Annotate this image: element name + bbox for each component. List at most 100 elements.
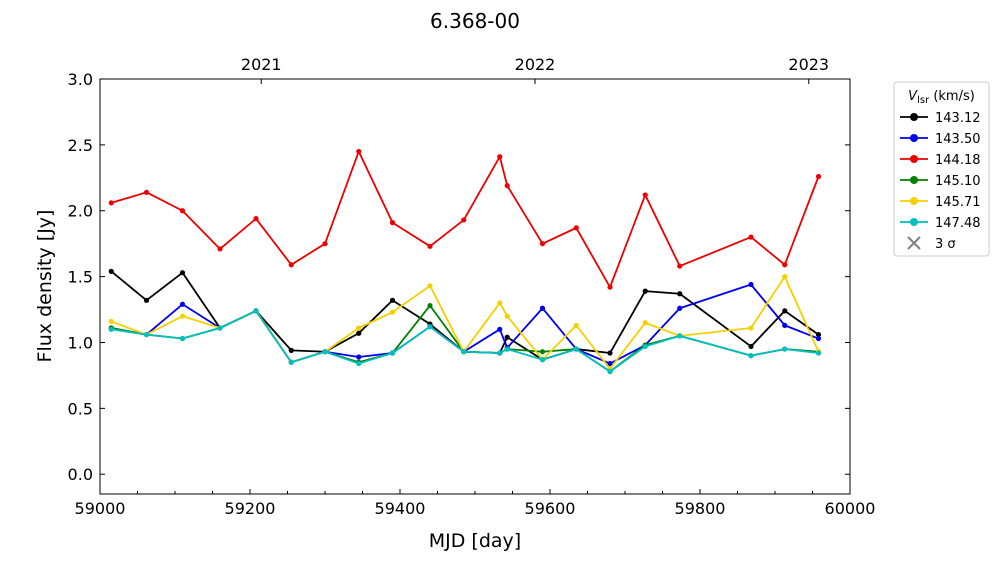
data-point-144.18: [427, 243, 433, 249]
data-point-144.18: [748, 234, 754, 240]
top-tick-label: 2023: [788, 55, 829, 74]
legend-swatch-marker: [910, 197, 918, 205]
data-point-145.71: [356, 325, 362, 331]
y-tick-label: 2.0: [68, 202, 93, 221]
data-point-143.12: [607, 350, 613, 356]
legend-swatch-marker: [910, 176, 918, 184]
data-point-143.12: [677, 291, 683, 297]
chart-title: 6.368-00: [430, 9, 520, 33]
data-point-147.48: [427, 324, 433, 330]
data-point-143.12: [748, 343, 754, 350]
data-point-144.18: [322, 241, 328, 247]
data-point-144.18: [815, 173, 822, 180]
series-line-145.10: [111, 304, 819, 373]
series-line-143.12: [110, 270, 820, 361]
top-tick-label: 2021: [241, 55, 282, 74]
data-point-145.10: [427, 303, 433, 309]
data-point-147.48: [748, 353, 754, 359]
data-point-144.18: [573, 225, 579, 231]
data-point-143.50: [607, 360, 613, 367]
data-point-143.12: [642, 288, 648, 294]
data-point-147.48: [461, 349, 467, 355]
y-axis-title: Flux density [Jy]: [34, 210, 56, 363]
data-point-147.48: [539, 357, 546, 363]
data-point-145.71: [497, 300, 503, 306]
legend-label: 145.71: [935, 195, 981, 210]
x-tick-label: 59600: [525, 499, 576, 518]
data-point-144.18: [607, 284, 613, 290]
data-point-147.48: [782, 346, 788, 352]
top-axis: 2021 2022 2023: [241, 55, 829, 84]
data-point-144.18: [253, 216, 259, 222]
y-tick-label: 2.5: [68, 136, 93, 155]
data-point-147.48: [143, 331, 150, 338]
data-point-145.10: [539, 349, 546, 355]
data-point-147.48: [356, 360, 362, 367]
data-point-145.71: [642, 320, 648, 326]
data-point-147.48: [288, 359, 294, 365]
data-point-144.18: [389, 220, 396, 226]
legend-box: [893, 81, 990, 257]
plot-series: [108, 148, 822, 375]
legend-label: 143.12: [935, 111, 981, 126]
y-tick-label: 1.5: [68, 268, 93, 287]
data-point-147.48: [607, 368, 613, 375]
data-point-143.12: [179, 270, 186, 276]
data-point-143.50: [179, 301, 186, 307]
data-point-145.71: [389, 309, 396, 315]
legend-title: Vlsr (km/s): [908, 89, 975, 106]
y-tick-label: 0.5: [68, 399, 93, 418]
legend-swatch-marker: [910, 113, 918, 121]
legend-swatch-marker: [910, 218, 918, 226]
data-point-147.48: [677, 333, 683, 339]
x-tick-label: 60000: [825, 499, 876, 518]
data-point-143.50: [782, 322, 788, 328]
data-point-147.48: [217, 325, 223, 331]
top-tick-label: 2022: [515, 55, 556, 74]
data-point-143.12: [389, 297, 396, 303]
data-point-144.18: [677, 263, 683, 269]
data-point-147.48: [108, 326, 114, 332]
y-tick-label: 3.0: [68, 70, 93, 89]
data-point-144.18: [356, 148, 362, 155]
data-point-144.18: [288, 262, 294, 268]
legend-label: 147.48: [935, 216, 981, 231]
data-point-144.18: [461, 217, 467, 223]
x-axis: 59000 59200 59400 59600 59800 60000: [75, 489, 876, 518]
data-point-143.50: [677, 305, 683, 311]
data-point-145.71: [504, 313, 510, 319]
legend-label: 143.50: [935, 132, 981, 147]
data-point-147.48: [504, 346, 510, 352]
y-axis: 0.0 0.5 1.0 1.5 2.0 2.5 3.0: [68, 70, 850, 484]
data-point-147.48: [497, 350, 503, 356]
data-point-144.18: [143, 189, 150, 195]
plot-frame: [99, 78, 851, 495]
data-point-145.71: [108, 318, 114, 325]
data-point-144.18: [782, 262, 788, 268]
data-point-143.50: [748, 281, 754, 288]
y-tick-label: 1.0: [68, 333, 93, 352]
series-line-147.48: [111, 309, 819, 373]
data-point-144.18: [497, 154, 503, 160]
data-point-143.50: [539, 305, 546, 311]
x-tick-label: 59200: [225, 499, 276, 518]
data-point-143.50: [815, 335, 822, 342]
data-point-143.50: [497, 326, 503, 332]
data-point-143.12: [504, 334, 510, 340]
legend-label: 144.18: [935, 153, 981, 168]
data-point-147.48: [253, 308, 259, 314]
data-point-143.12: [356, 330, 362, 336]
data-point-147.48: [389, 350, 396, 356]
legend-swatch-marker: [910, 134, 918, 142]
data-point-143.12: [288, 347, 294, 353]
data-point-147.48: [322, 349, 328, 355]
data-point-147.48: [179, 335, 186, 342]
data-point-143.50: [356, 354, 362, 360]
y-tick-label: 0.0: [68, 465, 93, 484]
data-point-144.18: [179, 208, 186, 214]
data-point-145.71: [179, 313, 186, 319]
x-tick-label: 59400: [375, 499, 426, 518]
data-point-145.71: [782, 274, 788, 280]
data-point-143.12: [815, 331, 822, 338]
